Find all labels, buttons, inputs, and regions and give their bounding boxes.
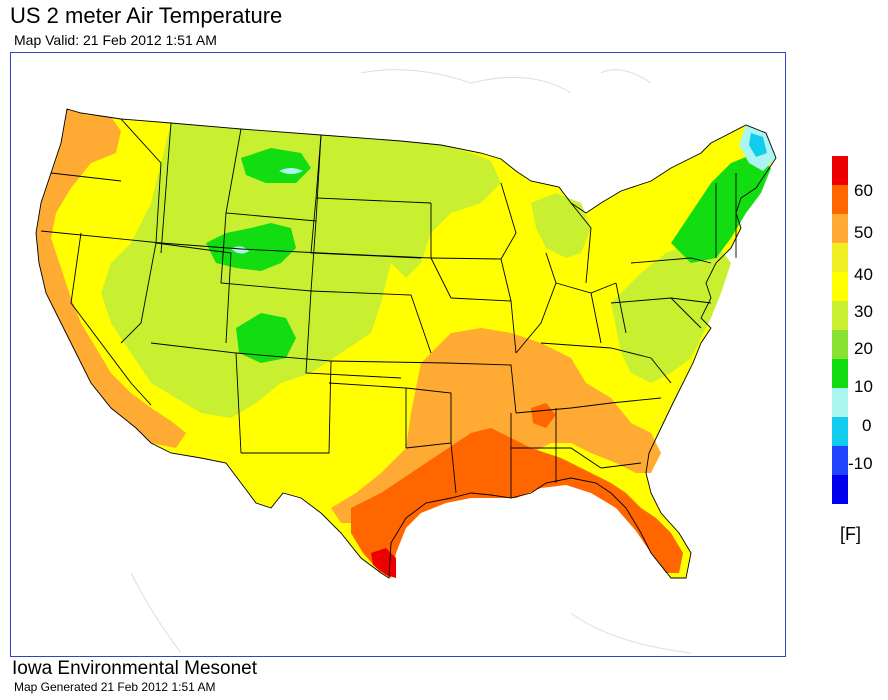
legend-label-0: 0 bbox=[862, 416, 872, 435]
legend-label-60: 60 bbox=[854, 181, 873, 200]
legend-swatch bbox=[832, 446, 848, 475]
us-temperature-map-svg bbox=[35, 69, 777, 654]
background-coastlines bbox=[130, 69, 692, 654]
legend-swatch bbox=[832, 185, 848, 214]
footer-generated-time: Map Generated 21 Feb 2012 1:51 AM bbox=[14, 680, 216, 694]
temperature-legend-bar bbox=[832, 156, 848, 504]
legend-label-30: 30 bbox=[854, 302, 873, 321]
temp-zone-maine-core bbox=[749, 133, 767, 157]
cold-spot-montana bbox=[279, 168, 303, 174]
temp-zone-colorado bbox=[236, 313, 296, 363]
temp-zone-north-plains bbox=[391, 141, 501, 278]
legend-label-40: 40 bbox=[854, 265, 873, 284]
legend-swatch bbox=[832, 417, 848, 446]
temp-zone-wyoming bbox=[206, 223, 296, 271]
legend-label-10: 10 bbox=[854, 377, 873, 396]
temp-zone-mid-atlantic bbox=[611, 243, 731, 383]
legend-label-minus-10: -10 bbox=[848, 454, 873, 473]
map-title: US 2 meter Air Temperature bbox=[10, 3, 283, 28]
temp-zone-montana bbox=[241, 148, 311, 183]
legend-swatch bbox=[832, 156, 848, 185]
legend-units: [F] bbox=[840, 524, 861, 544]
legend-label-20: 20 bbox=[854, 339, 873, 358]
temp-zone-west-coast bbox=[36, 109, 186, 448]
legend-swatch bbox=[832, 359, 848, 388]
footer-organization: Iowa Environmental Mesonet bbox=[12, 658, 258, 679]
legend-swatch bbox=[832, 301, 848, 330]
legend-swatch bbox=[832, 214, 848, 243]
legend-label-50: 50 bbox=[854, 223, 873, 242]
state-borders bbox=[35, 108, 777, 579]
legend-swatch bbox=[832, 388, 848, 417]
temp-zone-new-england bbox=[671, 153, 771, 263]
temp-zone-alabama-hotspot bbox=[531, 403, 556, 428]
legend-swatch bbox=[832, 272, 848, 301]
legend-swatch bbox=[832, 330, 848, 359]
temp-zone-interior-west bbox=[101, 123, 441, 418]
legend-swatch bbox=[832, 475, 848, 504]
legend-swatch bbox=[832, 243, 848, 272]
temp-zone-gulf-coast bbox=[351, 428, 683, 578]
temperature-map bbox=[10, 52, 786, 657]
map-valid-time: Map Valid: 21 Feb 2012 1:51 AM bbox=[14, 32, 217, 48]
